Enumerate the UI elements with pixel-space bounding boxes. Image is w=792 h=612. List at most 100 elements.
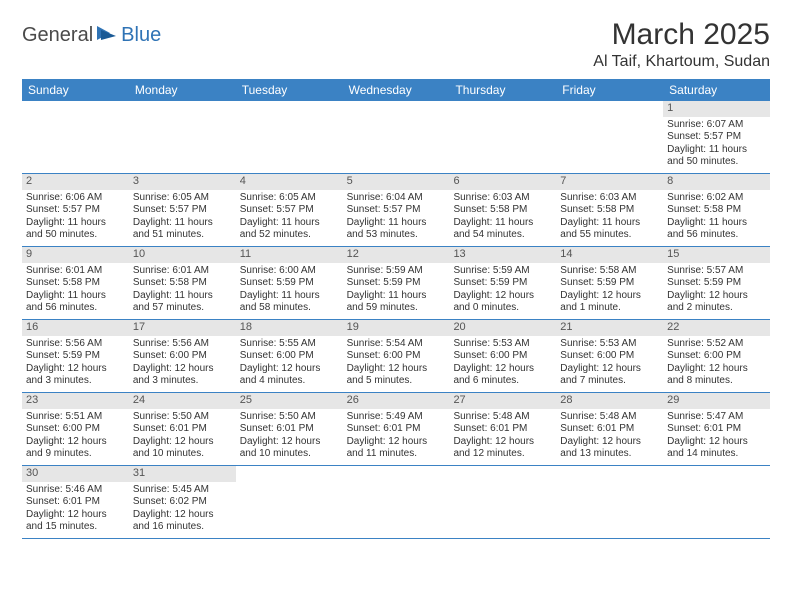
calendar-empty-cell <box>556 466 663 538</box>
day-number: 15 <box>663 247 770 263</box>
sunrise-line: Sunrise: 6:06 AM <box>26 192 125 205</box>
daylight-line: Daylight: 11 hours and 58 minutes. <box>240 290 339 315</box>
sunrise-line: Sunrise: 6:00 AM <box>240 265 339 278</box>
calendar-day-cell: 20Sunrise: 5:53 AMSunset: 6:00 PMDayligh… <box>449 320 556 392</box>
day-number: 5 <box>343 174 450 190</box>
sunrise-line: Sunrise: 5:56 AM <box>26 338 125 351</box>
calendar-day-cell: 18Sunrise: 5:55 AMSunset: 6:00 PMDayligh… <box>236 320 343 392</box>
daylight-line: Daylight: 11 hours and 51 minutes. <box>133 217 232 242</box>
sunrise-line: Sunrise: 6:02 AM <box>667 192 766 205</box>
flag-icon <box>96 24 118 47</box>
calendar-day-cell: 15Sunrise: 5:57 AMSunset: 5:59 PMDayligh… <box>663 247 770 319</box>
sunset-line: Sunset: 6:00 PM <box>133 350 232 363</box>
day-number: 9 <box>22 247 129 263</box>
sunset-line: Sunset: 5:58 PM <box>667 204 766 217</box>
brand-logo: General Blue <box>22 18 161 47</box>
calendar-week-row: 16Sunrise: 5:56 AMSunset: 5:59 PMDayligh… <box>22 320 770 393</box>
day-header: Friday <box>556 79 663 101</box>
day-number: 28 <box>556 393 663 409</box>
day-number: 27 <box>449 393 556 409</box>
calendar-body: 1Sunrise: 6:07 AMSunset: 5:57 PMDaylight… <box>22 101 770 539</box>
day-number: 31 <box>129 466 236 482</box>
daylight-line: Daylight: 12 hours and 3 minutes. <box>133 363 232 388</box>
sunset-line: Sunset: 5:59 PM <box>560 277 659 290</box>
calendar-day-cell: 21Sunrise: 5:53 AMSunset: 6:00 PMDayligh… <box>556 320 663 392</box>
sunrise-line: Sunrise: 6:04 AM <box>347 192 446 205</box>
sunrise-line: Sunrise: 6:03 AM <box>453 192 552 205</box>
calendar-day-cell: 4Sunrise: 6:05 AMSunset: 5:57 PMDaylight… <box>236 174 343 246</box>
day-number: 20 <box>449 320 556 336</box>
day-number: 30 <box>22 466 129 482</box>
daylight-line: Daylight: 12 hours and 10 minutes. <box>133 436 232 461</box>
sunset-line: Sunset: 6:01 PM <box>133 423 232 436</box>
day-number: 12 <box>343 247 450 263</box>
calendar-day-cell: 6Sunrise: 6:03 AMSunset: 5:58 PMDaylight… <box>449 174 556 246</box>
day-header: Wednesday <box>343 79 450 101</box>
day-number: 29 <box>663 393 770 409</box>
day-number: 17 <box>129 320 236 336</box>
day-number: 26 <box>343 393 450 409</box>
sunset-line: Sunset: 6:01 PM <box>240 423 339 436</box>
calendar-day-cell: 14Sunrise: 5:58 AMSunset: 5:59 PMDayligh… <box>556 247 663 319</box>
calendar-day-cell: 30Sunrise: 5:46 AMSunset: 6:01 PMDayligh… <box>22 466 129 538</box>
daylight-line: Daylight: 11 hours and 56 minutes. <box>26 290 125 315</box>
calendar-day-cell: 17 Sunrise: 5:56 AMSunset: 6:00 PMDayligh… <box>129 320 236 392</box>
sunset-line: Sunset: 5:58 PM <box>453 204 552 217</box>
sunrise-line: Sunrise: 6:05 AM <box>133 192 232 205</box>
sunrise-line: Sunrise: 6:07 AM <box>667 119 766 132</box>
calendar-day-cell: 13Sunrise: 5:59 AMSunset: 5:59 PMDayligh… <box>449 247 556 319</box>
day-number: 3 <box>129 174 236 190</box>
day-number: 21 <box>556 320 663 336</box>
daylight-line: Daylight: 11 hours and 57 minutes. <box>133 290 232 315</box>
day-number: 24 <box>129 393 236 409</box>
daylight-line: Daylight: 12 hours and 9 minutes. <box>26 436 125 461</box>
sunset-line: Sunset: 5:58 PM <box>560 204 659 217</box>
sunrise-line: Sunrise: 5:47 AM <box>667 411 766 424</box>
sunset-line: Sunset: 5:58 PM <box>26 277 125 290</box>
daylight-line: Daylight: 12 hours and 3 minutes. <box>26 363 125 388</box>
sunset-line: Sunset: 6:01 PM <box>453 423 552 436</box>
calendar-week-row: 30Sunrise: 5:46 AMSunset: 6:01 PMDayligh… <box>22 466 770 539</box>
day-number: 16 <box>22 320 129 336</box>
sunrise-line: Sunrise: 5:54 AM <box>347 338 446 351</box>
sunrise-line: Sunrise: 6:01 AM <box>26 265 125 278</box>
sunset-line: Sunset: 5:57 PM <box>240 204 339 217</box>
sunrise-line: Sunrise: 5:53 AM <box>453 338 552 351</box>
sunset-line: Sunset: 5:57 PM <box>667 131 766 144</box>
calendar-week-row: 1Sunrise: 6:07 AMSunset: 5:57 PMDaylight… <box>22 101 770 174</box>
calendar-empty-cell <box>236 101 343 173</box>
daylight-line: Daylight: 11 hours and 50 minutes. <box>667 144 766 169</box>
title-block: March 2025 Al Taif, Khartoum, Sudan <box>593 18 770 71</box>
calendar-empty-cell <box>449 466 556 538</box>
sunrise-line: Sunrise: 5:50 AM <box>133 411 232 424</box>
sunset-line: Sunset: 6:01 PM <box>667 423 766 436</box>
calendar-day-cell: 19Sunrise: 5:54 AMSunset: 6:00 PMDayligh… <box>343 320 450 392</box>
day-number: 23 <box>22 393 129 409</box>
sunset-line: Sunset: 6:01 PM <box>26 496 125 509</box>
sunrise-line: Sunrise: 5:53 AM <box>560 338 659 351</box>
day-number: 11 <box>236 247 343 263</box>
daylight-line: Daylight: 12 hours and 4 minutes. <box>240 363 339 388</box>
calendar: SundayMondayTuesdayWednesdayThursdayFrid… <box>22 79 770 539</box>
day-header: Thursday <box>449 79 556 101</box>
calendar-day-cell: 12Sunrise: 5:59 AMSunset: 5:59 PMDayligh… <box>343 247 450 319</box>
day-number: 2 <box>22 174 129 190</box>
day-number: 8 <box>663 174 770 190</box>
sunrise-line: Sunrise: 5:59 AM <box>347 265 446 278</box>
sunset-line: Sunset: 6:00 PM <box>347 350 446 363</box>
sunrise-line: Sunrise: 5:50 AM <box>240 411 339 424</box>
daylight-line: Daylight: 12 hours and 7 minutes. <box>560 363 659 388</box>
sunrise-line: Sunrise: 5:48 AM <box>453 411 552 424</box>
sunset-line: Sunset: 6:01 PM <box>347 423 446 436</box>
sunrise-line: Sunrise: 5:58 AM <box>560 265 659 278</box>
daylight-line: Daylight: 12 hours and 0 minutes. <box>453 290 552 315</box>
calendar-empty-cell <box>663 466 770 538</box>
daylight-line: Daylight: 12 hours and 2 minutes. <box>667 290 766 315</box>
day-number: 4 <box>236 174 343 190</box>
sunrise-line: Sunrise: 5:56 AM <box>133 338 232 351</box>
daylight-line: Daylight: 12 hours and 8 minutes. <box>667 363 766 388</box>
calendar-day-cell: 2Sunrise: 6:06 AMSunset: 5:57 PMDaylight… <box>22 174 129 246</box>
day-number: 10 <box>129 247 236 263</box>
sunset-line: Sunset: 6:00 PM <box>26 423 125 436</box>
sunset-line: Sunset: 6:00 PM <box>667 350 766 363</box>
